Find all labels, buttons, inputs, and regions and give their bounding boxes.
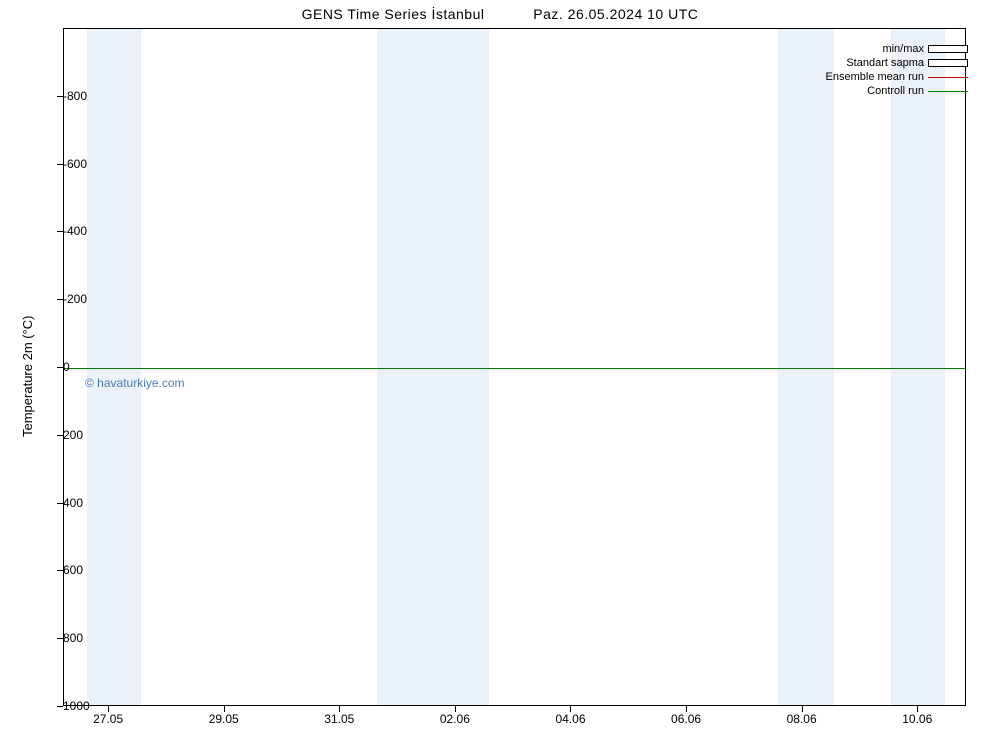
x-tick-mark [686,706,687,712]
shaded-band [377,29,490,705]
legend-swatch [928,86,968,96]
chart-title: GENS Time Series İstanbul Paz. 26.05.202… [0,6,1000,22]
x-tick-mark [917,706,918,712]
chart-container: GENS Time Series İstanbul Paz. 26.05.202… [0,0,1000,733]
legend-label: Standart sapma [846,57,928,69]
y-tick-mark [57,367,63,368]
legend-label: Ensemble mean run [826,71,928,83]
y-tick-label: -800 [63,89,71,103]
x-tick-mark [802,706,803,712]
shaded-band [87,29,141,705]
y-tick-mark [57,638,63,639]
y-tick-label: 600 [63,563,71,577]
x-tick-mark [108,706,109,712]
x-tick-mark [455,706,456,712]
legend-label: min/max [882,43,928,55]
y-tick-label: 200 [63,428,71,442]
x-tick-mark [570,706,571,712]
title-left: GENS Time Series İstanbul [302,6,485,22]
y-tick-label: 800 [63,631,71,645]
y-tick-label: -600 [63,157,71,171]
y-tick-mark [57,503,63,504]
y-axis-label: Temperature 2m (°C) [20,315,35,437]
y-tick-mark [57,231,63,232]
y-tick-label: 0 [63,360,71,374]
y-tick-mark [57,96,63,97]
legend-swatch [928,58,968,68]
watermark: © havaturkiye.com [85,376,185,390]
y-tick-mark [57,570,63,571]
y-tick-label: -200 [63,292,71,306]
x-tick-mark [224,706,225,712]
legend-label: Controll run [867,85,928,97]
y-tick-mark [57,435,63,436]
legend-swatch [928,44,968,54]
legend-item: min/max [826,42,968,56]
plot-area [63,28,966,706]
legend-item: Ensemble mean run [826,70,968,84]
y-tick-mark [57,706,63,707]
legend-item: Controll run [826,84,968,98]
title-right: Paz. 26.05.2024 10 UTC [533,6,698,22]
y-tick-label: 400 [63,496,71,510]
legend: min/max Standart sapma Ensemble mean run Co… [826,42,968,98]
shaded-band [891,29,945,705]
x-tick-mark [339,706,340,712]
y-tick-label: 1000 [63,699,71,713]
y-tick-mark [57,164,63,165]
legend-item: Standart sapma [826,56,968,70]
y-tick-mark [57,299,63,300]
controll-run-line [64,368,965,369]
y-tick-label: -400 [63,224,71,238]
shaded-band [778,29,834,705]
legend-swatch [928,72,968,82]
